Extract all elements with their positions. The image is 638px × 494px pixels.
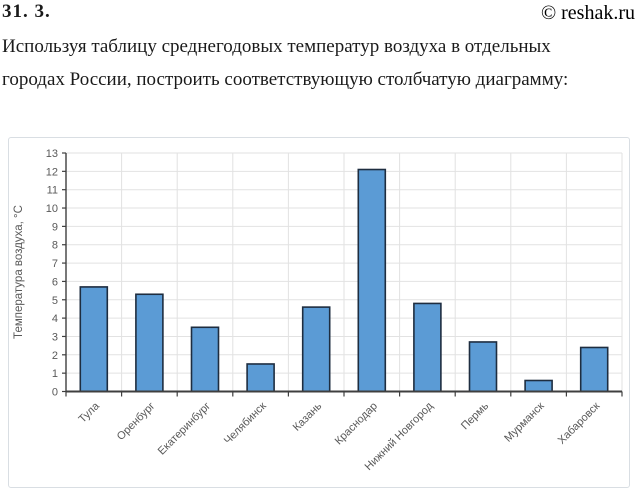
y-tick-label: 11 [47, 185, 58, 197]
x-category-label: Хабаровск [556, 400, 603, 447]
x-category-label: Пермь [459, 400, 491, 432]
task-text: Используя таблицу среднегодовых температ… [2, 30, 638, 96]
x-category-label: Краснодар [333, 400, 380, 447]
y-tick-label: 7 [52, 258, 58, 270]
y-tick-label: 8 [52, 240, 58, 252]
bar [79, 286, 109, 393]
bar [135, 293, 164, 393]
task-text-line-1: Используя таблицу среднегодовых температ… [2, 36, 551, 57]
bar [579, 346, 609, 393]
y-tick-label: 9 [52, 221, 58, 233]
bar [468, 341, 498, 393]
y-tick-label: 3 [52, 331, 58, 343]
problem-number: 31. 3. [2, 1, 51, 22]
y-tick-label: 12 [46, 166, 58, 178]
task-text-line-2: городах России, построить соответствующу… [2, 69, 569, 90]
x-category-label: Тула [77, 400, 103, 426]
y-tick-label: 1 [52, 368, 58, 380]
x-category-label: Оренбург [115, 400, 158, 443]
y-tick-label: 6 [52, 276, 58, 288]
bar [524, 379, 553, 393]
y-tick-label: 5 [52, 295, 58, 307]
temperature-bar-chart: 0 1 2 3 4 5 6 7 8 9 10 11 12 13 Тула Оренбург Екатеринбу… [8, 137, 630, 488]
x-category-label: Казань [291, 400, 325, 434]
bar [357, 168, 387, 393]
y-tick-label: 0 [52, 387, 58, 399]
y-tick-label: 13 [46, 148, 58, 160]
y-tick-label: 2 [52, 350, 58, 362]
bar [301, 306, 331, 393]
bar [190, 326, 220, 393]
bar [246, 363, 275, 393]
y-tick-label: 10 [46, 203, 58, 215]
x-category-label: Мурманск [502, 400, 547, 445]
y-axis-title: Температура воздуха, °C [13, 205, 25, 339]
bar [413, 302, 442, 393]
y-tick-label: 4 [52, 313, 58, 325]
site-credit: © reshak.ru [540, 2, 635, 24]
x-category-label: Екатеринбург [156, 400, 213, 457]
x-category-label: Челябинск [222, 400, 269, 447]
